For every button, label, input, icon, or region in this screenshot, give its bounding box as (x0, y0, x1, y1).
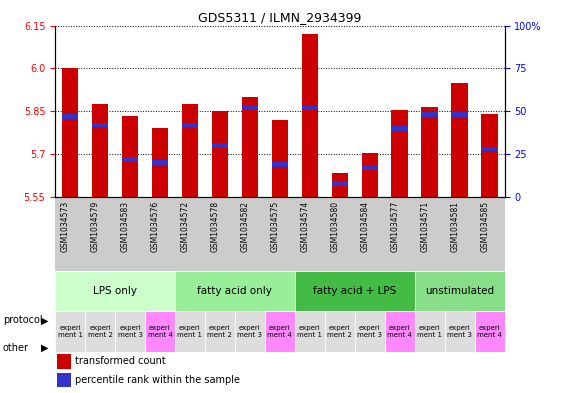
Bar (235, 312, 265, 352)
Text: fatty acid only: fatty acid only (197, 286, 273, 296)
Bar (242, 106, 258, 110)
Text: GSM1034580: GSM1034580 (331, 201, 340, 252)
Text: experi
ment 3: experi ment 3 (447, 325, 472, 338)
Text: experi
ment 3: experi ment 3 (357, 325, 382, 338)
Bar (175, 271, 295, 312)
Bar (481, 147, 498, 151)
Text: experi
ment 1: experi ment 1 (57, 325, 82, 338)
Bar (152, 160, 168, 165)
Bar (92, 123, 108, 127)
Text: experi
ment 2: experi ment 2 (327, 325, 352, 338)
Bar (302, 34, 318, 197)
Bar (415, 271, 505, 312)
Text: experi
ment 4: experi ment 4 (387, 325, 412, 338)
Text: experi
ment 3: experi ment 3 (118, 325, 143, 338)
Text: GSM1034571: GSM1034571 (420, 201, 430, 252)
Bar (332, 181, 348, 185)
Text: GSM1034572: GSM1034572 (181, 201, 190, 252)
Bar (145, 312, 175, 352)
Text: ▶: ▶ (41, 315, 48, 325)
Text: ▶: ▶ (41, 343, 48, 353)
Text: GSM1034581: GSM1034581 (451, 201, 459, 252)
Text: transformed count: transformed count (75, 356, 166, 367)
Bar (474, 312, 505, 352)
Bar (451, 112, 468, 117)
Bar (122, 116, 138, 197)
Text: protocol: protocol (3, 315, 42, 325)
Bar (212, 111, 228, 197)
Bar (361, 153, 378, 197)
Bar (175, 312, 205, 352)
Bar (295, 312, 325, 352)
Bar (182, 104, 198, 197)
Text: GSM1034583: GSM1034583 (121, 201, 130, 252)
Text: GSM1034576: GSM1034576 (151, 201, 160, 252)
Text: experi
ment 3: experi ment 3 (237, 325, 262, 338)
Text: GSM1034573: GSM1034573 (61, 201, 70, 252)
Text: experi
ment 2: experi ment 2 (88, 325, 113, 338)
Bar (242, 97, 258, 197)
Bar (92, 104, 108, 197)
Bar (295, 271, 415, 312)
Bar (205, 312, 235, 352)
Text: GSM1034578: GSM1034578 (211, 201, 220, 252)
Bar (122, 157, 138, 162)
Text: unstimulated: unstimulated (425, 286, 494, 296)
Text: fatty acid + LPS: fatty acid + LPS (313, 286, 396, 296)
Bar (57, 373, 71, 387)
Text: LPS only: LPS only (93, 286, 137, 296)
Bar (271, 120, 288, 197)
Bar (355, 312, 385, 352)
Text: GSM1034577: GSM1034577 (391, 201, 400, 252)
Text: GSM1034584: GSM1034584 (361, 201, 369, 252)
Text: experi
ment 4: experi ment 4 (477, 325, 502, 338)
Bar (85, 312, 115, 352)
Bar (152, 129, 168, 197)
Bar (55, 312, 85, 352)
Title: GDS5311 / ILMN_2934399: GDS5311 / ILMN_2934399 (198, 11, 361, 24)
Bar (451, 83, 468, 197)
Bar (55, 271, 175, 312)
Text: experi
ment 4: experi ment 4 (267, 325, 292, 338)
Text: experi
ment 2: experi ment 2 (208, 325, 233, 338)
Bar (415, 312, 445, 352)
Bar (361, 165, 378, 170)
Text: experi
ment 1: experi ment 1 (417, 325, 442, 338)
Text: experi
ment 1: experi ment 1 (177, 325, 202, 338)
Bar (392, 126, 408, 131)
Bar (62, 68, 78, 197)
Text: experi
ment 4: experi ment 4 (147, 325, 172, 338)
Bar (271, 162, 288, 167)
Text: GSM1034575: GSM1034575 (271, 201, 280, 252)
Text: GSM1034574: GSM1034574 (301, 201, 310, 252)
Bar (481, 114, 498, 197)
Bar (115, 312, 145, 352)
Bar (392, 110, 408, 197)
Bar (445, 312, 474, 352)
Bar (422, 107, 438, 197)
Bar (182, 123, 198, 127)
Bar (422, 112, 438, 117)
Bar (332, 173, 348, 197)
Bar (212, 143, 228, 148)
Bar (325, 312, 355, 352)
Text: GSM1034582: GSM1034582 (241, 201, 250, 252)
Bar (265, 312, 295, 352)
Text: experi
ment 1: experi ment 1 (298, 325, 322, 338)
Bar (302, 106, 318, 110)
Bar (57, 354, 71, 369)
Bar (62, 114, 78, 119)
Bar (385, 312, 415, 352)
Text: other: other (3, 343, 29, 353)
Text: GSM1034585: GSM1034585 (481, 201, 490, 252)
Text: GSM1034579: GSM1034579 (91, 201, 100, 252)
Text: percentile rank within the sample: percentile rank within the sample (75, 375, 240, 385)
